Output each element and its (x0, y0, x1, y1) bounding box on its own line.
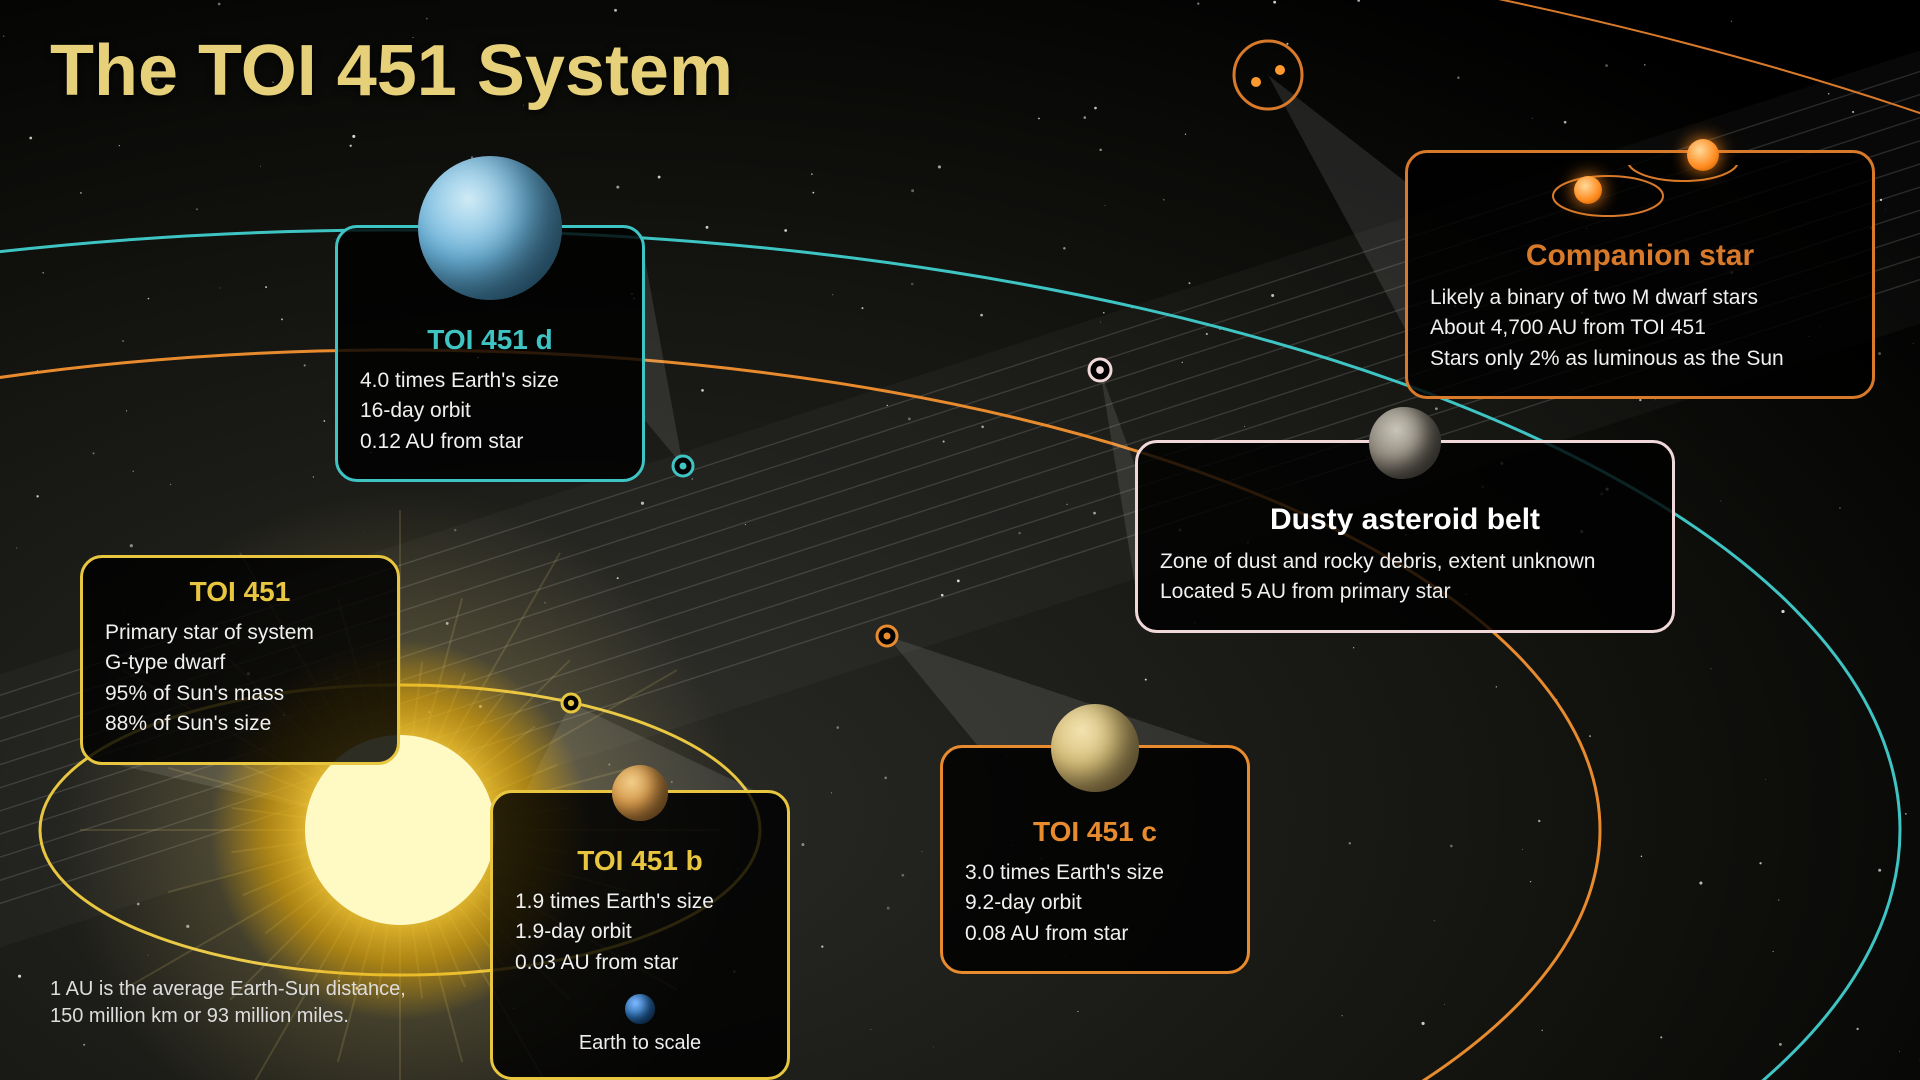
card-title: Dusty asteroid belt (1160, 503, 1650, 537)
card-line: 0.12 AU from star (360, 427, 620, 457)
card-line: 16-day orbit (360, 396, 620, 426)
card-line: 1.9 times Earth's size (515, 887, 765, 917)
asteroid-icon (1369, 407, 1441, 479)
binary-orbits (1430, 165, 1856, 235)
au-footnote: 1 AU is the average Earth-Sun distance, … (50, 976, 406, 1030)
card-line: 88% of Sun's size (105, 709, 375, 739)
footnote-line: 1 AU is the average Earth-Sun distance, (50, 976, 406, 1003)
infographic-stage: The TOI 451 System TOI 451Primary star o… (0, 0, 1920, 1080)
card-line: About 4,700 AU from TOI 451 (1430, 313, 1850, 343)
card-title: Companion star (1430, 239, 1850, 273)
card-star: TOI 451 Primary star of systemG-type dwar… (80, 555, 400, 765)
card-co: Companion star Likely a binary of two M d… (1405, 150, 1875, 399)
cards-layer: TOI 451 Primary star of systemG-type dwar… (0, 0, 1920, 1080)
footnote-line: 150 million km or 93 million miles. (50, 1003, 406, 1030)
card-line: Likely a binary of two M dwarf stars (1430, 283, 1850, 313)
binary-star-b (1687, 139, 1719, 171)
card-title: TOI 451 d (360, 324, 620, 356)
card-line: 0.03 AU from star (515, 948, 765, 978)
card-title: TOI 451 (105, 576, 375, 608)
card-title: TOI 451 b (515, 845, 765, 877)
card-belt: Dusty asteroid belt Zone of dust and rock… (1135, 440, 1675, 633)
card-line: 9.2-day orbit (965, 888, 1225, 918)
card-line: Zone of dust and rocky debris, extent un… (1160, 547, 1650, 577)
card-line: Primary star of system (105, 618, 375, 648)
card-b: TOI 451 b 1.9 times Earth's size1.9-day o… (490, 790, 790, 1080)
card-line: G-type dwarf (105, 648, 375, 678)
card-line: 3.0 times Earth's size (965, 858, 1225, 888)
card-line: 0.08 AU from star (965, 919, 1225, 949)
card-line: 4.0 times Earth's size (360, 366, 620, 396)
earth-icon (625, 994, 655, 1024)
binary-star-a (1574, 176, 1602, 204)
earth-scale: Earth to scale (515, 994, 765, 1055)
card-line: Located 5 AU from primary star (1160, 577, 1650, 607)
card-line: Stars only 2% as luminous as the Sun (1430, 344, 1850, 374)
card-d: TOI 451 d 4.0 times Earth's size16-day or… (335, 225, 645, 482)
card-line: 95% of Sun's mass (105, 679, 375, 709)
card-line: 1.9-day orbit (515, 917, 765, 947)
earth-label: Earth to scale (515, 1032, 765, 1055)
card-c: TOI 451 c 3.0 times Earth's size9.2-day o… (940, 745, 1250, 974)
card-title: TOI 451 c (965, 816, 1225, 848)
binary-illus (1430, 165, 1850, 235)
